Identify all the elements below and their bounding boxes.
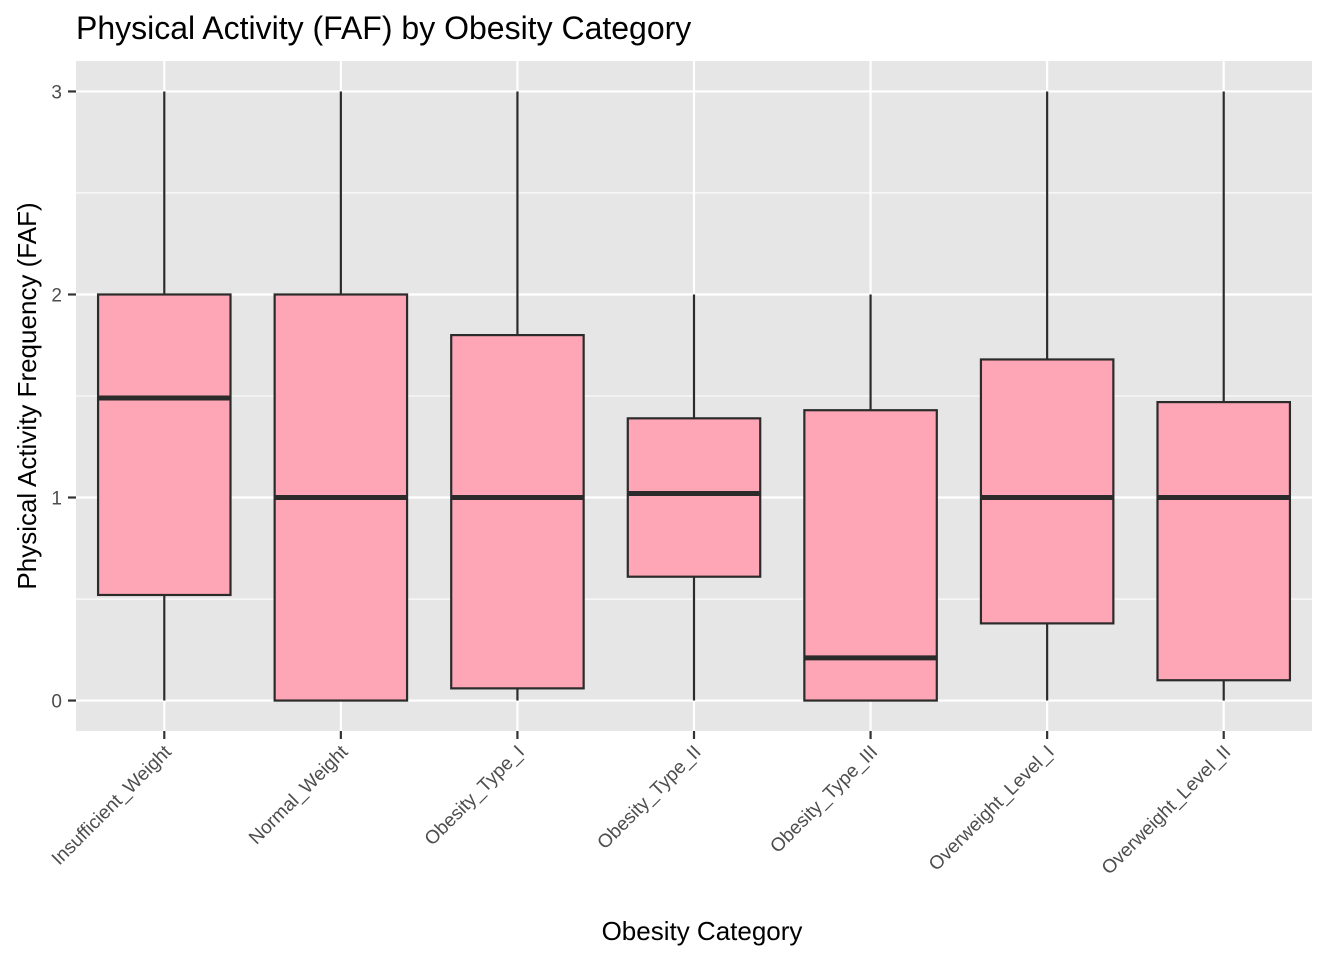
y-tick-label: 3 (51, 82, 62, 103)
x-tick-label: Obesity_Type_III (766, 742, 882, 858)
x-tick-label: Normal_Weight (245, 741, 353, 849)
x-tick-label: Obesity_Type_II (594, 742, 706, 854)
box-layer (96, 91, 1292, 702)
box-iqr (1156, 400, 1292, 682)
y-tick-label: 2 (51, 285, 62, 306)
box-iqr (803, 409, 938, 702)
x-tick-label: Overweight_Level_I (925, 742, 1059, 876)
box-iqr (96, 293, 232, 597)
x-tick-label: Obesity_Type_I (421, 742, 529, 850)
box-iqr (626, 417, 762, 578)
y-axis: 0 1 2 3 (51, 82, 76, 713)
y-tick-label: 1 (51, 489, 62, 510)
box-Normal_Weight (273, 91, 409, 702)
box-Overweight_Level_I (979, 91, 1115, 701)
box-Obesity_Type_I (450, 91, 585, 701)
box-Obesity_Type_II (626, 294, 762, 701)
box-Obesity_Type_III (803, 294, 938, 702)
box-iqr (979, 358, 1115, 625)
box-Overweight_Level_II (1156, 91, 1292, 701)
x-tick-label: Overweight_Level_II (1098, 742, 1235, 879)
box-iqr (450, 333, 585, 690)
chart-title: Physical Activity (FAF) by Obesity Categ… (76, 10, 691, 46)
x-tick-label: Insufficient_Weight (48, 741, 176, 869)
box-Insufficient_Weight (96, 91, 232, 701)
y-axis-title: Physical Activity Frequency (FAF) (12, 202, 42, 589)
x-axis-title: Obesity Category (602, 916, 803, 946)
x-axis: Insufficient_Weight Normal_Weight Obesity_… (48, 731, 1235, 879)
y-tick-label: 0 (51, 692, 62, 713)
